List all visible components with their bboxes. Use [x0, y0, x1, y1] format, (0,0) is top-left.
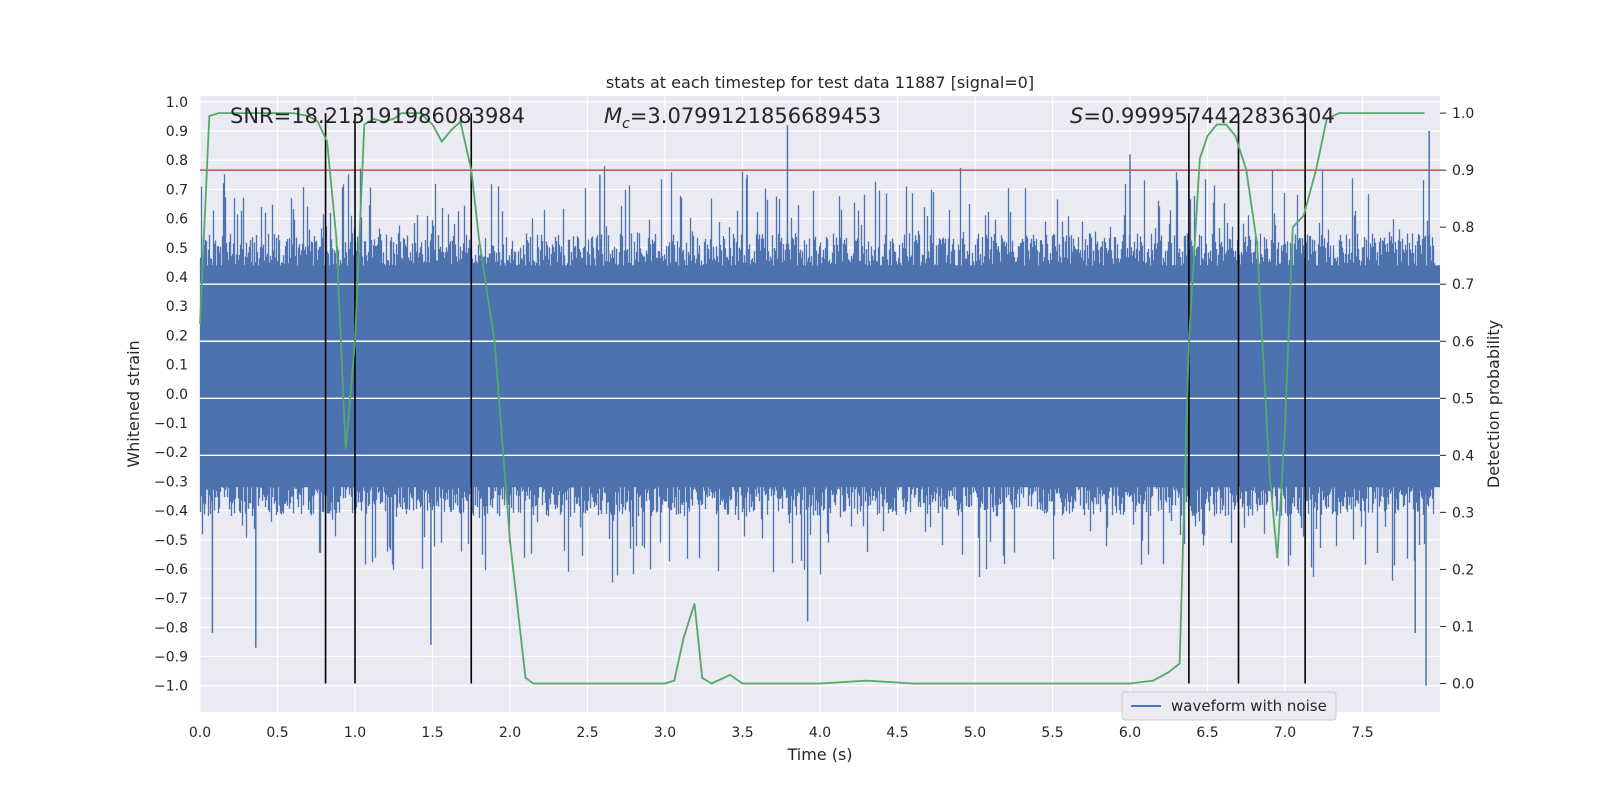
x-tick-label: 0.0	[189, 725, 211, 741]
y-left-tick-label: 1.0	[166, 95, 188, 111]
y-right-tick-label: 0.1	[1452, 619, 1474, 635]
y-right-tick-label: 0.2	[1452, 562, 1474, 578]
y-left-tick-label: 0.3	[166, 299, 188, 315]
s-symbol: S	[1070, 104, 1083, 128]
y-left-tick-label: 0.7	[166, 182, 188, 198]
s-value: =0.9999574422836304	[1083, 104, 1334, 128]
y-left-axis-label: Whitened strain	[124, 340, 143, 467]
y-left-tick-label: 0.8	[166, 153, 188, 169]
x-tick-label: 2.5	[576, 725, 598, 741]
x-tick-label: 1.5	[421, 725, 443, 741]
mc-subscript: c	[622, 116, 630, 132]
legend: waveform with noise	[1121, 691, 1337, 721]
snr-annotation: SNR=18.213191986083984	[230, 104, 525, 128]
mc-value: =3.0799121856689453	[630, 104, 881, 128]
y-left-tick-label: −0.8	[154, 620, 188, 636]
y-left-tick-label: −0.5	[154, 533, 188, 549]
x-tick-label: 2.0	[499, 725, 521, 741]
mc-annotation: Mc=3.0799121856689453	[604, 104, 881, 132]
y-left-tick-label: −0.6	[154, 562, 188, 578]
x-tick-label: 1.0	[344, 725, 366, 741]
y-left-tick-label: −0.1	[154, 416, 188, 432]
y-left-tick-label: 0.2	[166, 328, 188, 344]
overlays	[199, 112, 1440, 685]
mc-symbol: M	[604, 104, 622, 128]
y-left-tick-label: 0.9	[166, 124, 188, 140]
legend-box	[1121, 691, 1337, 721]
x-tick-label: 5.0	[964, 725, 986, 741]
x-axis-label: Time (s)	[786, 745, 852, 764]
legend-label-waveform: waveform with noise	[1171, 697, 1327, 715]
y-left-axis-ticks: 1.0 0.9 0.8 0.7 0.6 0.5 0.4 0.3 0.2 0.1 0.0 −0.1 −0.…	[154, 95, 188, 695]
y-right-tick-label: 0.9	[1452, 163, 1474, 179]
y-right-axis-label: Detection probability	[1484, 320, 1503, 488]
right-axis-grid	[200, 283, 1440, 457]
x-tick-label: 5.5	[1041, 725, 1063, 741]
y-left-tick-label: −0.4	[154, 504, 188, 520]
y-right-tick-label: 0.4	[1452, 448, 1474, 464]
x-tick-label: 3.0	[654, 725, 676, 741]
x-tick-label: 0.5	[266, 725, 288, 741]
y-right-tick-label: 0.8	[1452, 220, 1474, 236]
y-right-tick-label: 0.7	[1452, 277, 1474, 293]
x-tick-label: 3.5	[731, 725, 753, 741]
y-left-tick-label: 0.6	[166, 212, 188, 228]
x-tick-label: 7.0	[1274, 725, 1296, 741]
y-left-tick-label: −1.0	[154, 679, 188, 695]
x-tick-label: 7.5	[1351, 725, 1373, 741]
x-tick-label: 4.0	[809, 725, 831, 741]
y-right-axis-ticks: 1.0 0.9 0.8 0.7 0.6 0.5 0.4 0.3 0.2 0.1 0.0	[1440, 106, 1474, 692]
s-annotation: S=0.9999574422836304	[1070, 104, 1335, 128]
y-left-tick-label: −0.9	[154, 650, 188, 666]
x-axis-ticks: 0.0 0.5 1.0 1.5 2.0 2.5 3.0 3.5 4.0 4.5 5.0 5.5 6.0 6…	[189, 725, 1374, 741]
y-left-tick-label: −0.7	[154, 591, 188, 607]
y-left-tick-label: −0.2	[154, 445, 188, 461]
y-left-tick-label: 0.0	[166, 387, 188, 403]
y-right-tick-label: 0.5	[1452, 391, 1474, 407]
waveform-series	[199, 125, 1440, 686]
y-left-tick-label: 0.1	[166, 358, 188, 374]
y-left-tick-label: 0.4	[166, 270, 188, 286]
x-tick-label: 6.5	[1196, 725, 1218, 741]
y-right-tick-label: 0.0	[1452, 676, 1474, 692]
y-right-tick-label: 1.0	[1452, 106, 1474, 122]
detection-probability-line	[199, 112, 1425, 685]
y-right-tick-label: 0.6	[1452, 334, 1474, 350]
y-left-tick-label: 0.5	[166, 241, 188, 257]
x-tick-label: 6.0	[1119, 725, 1141, 741]
waveform-noise	[199, 166, 1436, 583]
x-tick-label: 4.5	[886, 725, 908, 741]
chart-title: stats at each timestep for test data 118…	[606, 73, 1034, 92]
y-left-tick-label: −0.3	[154, 474, 188, 490]
y-right-tick-label: 0.3	[1452, 505, 1474, 521]
